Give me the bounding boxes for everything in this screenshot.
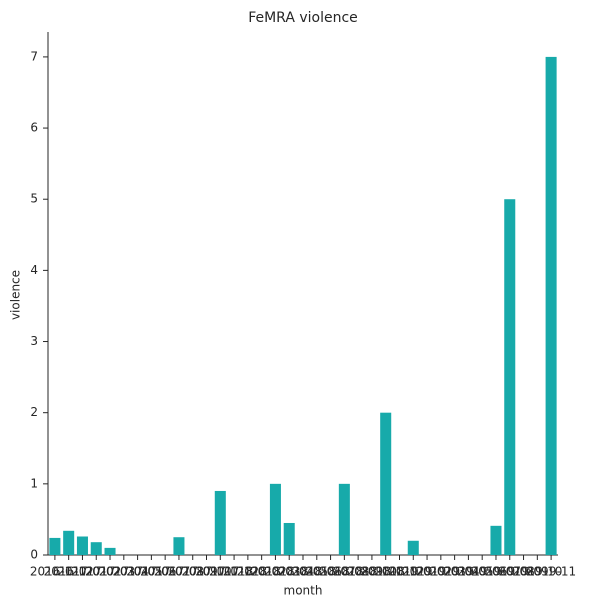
bar bbox=[338, 483, 350, 555]
y-tick-label: 3 bbox=[30, 334, 38, 348]
x-tick-label: 2017-06 bbox=[126, 565, 176, 579]
y-tick-label: 4 bbox=[30, 263, 38, 277]
bar bbox=[173, 537, 185, 555]
x-tick-label: 2019-05 bbox=[443, 565, 493, 579]
y-tick-label: 0 bbox=[30, 548, 38, 562]
x-tick-label: 2019-11 bbox=[526, 565, 576, 579]
x-tick-label: 2017-02 bbox=[71, 565, 121, 579]
x-tick-label: 2019-03 bbox=[416, 565, 466, 579]
x-tick-label: 2019-06 bbox=[457, 565, 507, 579]
bar bbox=[63, 530, 75, 555]
x-tick-label: 2019-10 bbox=[512, 565, 562, 579]
y-tick-label: 6 bbox=[30, 121, 38, 135]
x-tick-label: 2017-01 bbox=[57, 565, 107, 579]
bar bbox=[545, 56, 557, 556]
x-tick-label: 2016-12 bbox=[44, 565, 94, 579]
x-tick-label: 2017-12 bbox=[209, 565, 259, 579]
x-tick-label: 2018-03 bbox=[250, 565, 300, 579]
x-tick-label: 2016-11 bbox=[30, 565, 80, 579]
bar bbox=[407, 540, 419, 555]
x-tick-label: 2018-02 bbox=[237, 565, 287, 579]
y-tick-label: 7 bbox=[30, 49, 38, 63]
chart-title: FeMRA violence bbox=[248, 10, 358, 26]
bar bbox=[104, 547, 116, 555]
y-tick-label: 2 bbox=[30, 405, 38, 419]
bar bbox=[380, 412, 392, 555]
x-tick-label: 2018-10 bbox=[347, 565, 397, 579]
x-tick-label: 2018-11 bbox=[361, 565, 411, 579]
bar bbox=[490, 525, 502, 555]
bar bbox=[49, 537, 61, 555]
y-axis-label: violence bbox=[9, 270, 23, 320]
bar bbox=[269, 483, 281, 555]
x-tick-label: 2019-08 bbox=[485, 565, 535, 579]
x-tick-label: 2019-01 bbox=[388, 565, 438, 579]
x-tick-label: 2018-06 bbox=[292, 565, 342, 579]
bar bbox=[283, 522, 295, 555]
bar bbox=[214, 490, 226, 555]
x-tick-label: 2018-01 bbox=[223, 565, 273, 579]
y-tick-label: 1 bbox=[30, 476, 38, 490]
x-tick-label: 2018-08 bbox=[319, 565, 369, 579]
x-tick-label: 2018-09 bbox=[333, 565, 383, 579]
x-tick-label: 2019-07 bbox=[471, 565, 521, 579]
x-tick-label: 2017-08 bbox=[154, 565, 204, 579]
x-tick-label: 2017-04 bbox=[99, 565, 149, 579]
x-tick-label: 2017-09 bbox=[168, 565, 218, 579]
bar bbox=[76, 536, 88, 555]
x-tick-label: 2018-04 bbox=[264, 565, 314, 579]
x-tick-label: 2019-04 bbox=[430, 565, 480, 579]
x-tick-label: 2017-05 bbox=[113, 565, 163, 579]
bar bbox=[504, 199, 516, 555]
bar bbox=[90, 542, 102, 555]
y-tick-label: 5 bbox=[30, 192, 38, 206]
x-tick-label: 2018-05 bbox=[278, 565, 328, 579]
x-tick-label: 2017-07 bbox=[140, 565, 190, 579]
x-tick-label: 2017-10 bbox=[181, 565, 231, 579]
x-tick-label: 2018-12 bbox=[374, 565, 424, 579]
x-tick-label: 2017-03 bbox=[85, 565, 135, 579]
x-tick-label: 2017-11 bbox=[195, 565, 245, 579]
x-tick-label: 2019-02 bbox=[402, 565, 452, 579]
x-axis-label: month bbox=[284, 584, 323, 598]
x-tick-label: 2018-07 bbox=[305, 565, 355, 579]
x-tick-label: 2019-09 bbox=[498, 565, 548, 579]
